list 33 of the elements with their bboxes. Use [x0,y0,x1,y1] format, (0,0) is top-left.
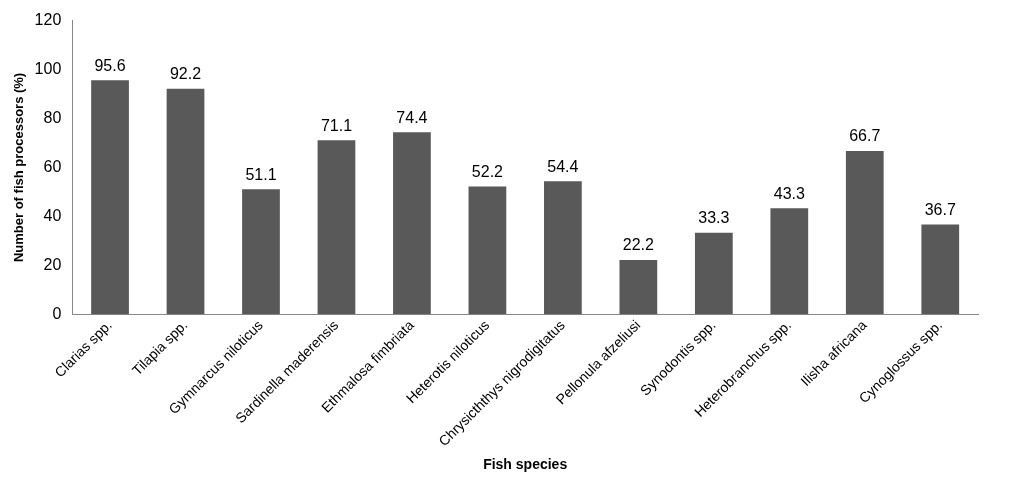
y-tick-label: 120 [34,11,62,29]
y-tick-label: 20 [43,255,62,273]
bar [544,181,582,315]
bar [91,80,129,315]
data-label: 22.2 [622,236,655,254]
data-label: 51.1 [245,165,277,183]
bar [770,208,809,315]
bar [393,132,431,315]
bar [242,189,280,315]
y-tick-label: 100 [34,59,62,77]
data-label: 54.4 [547,157,579,175]
y-tick-label: 60 [43,157,62,175]
data-label: 95.6 [94,56,126,74]
x-axis-title: Fish species [483,456,568,473]
data-label: 66.7 [849,127,881,145]
bar [845,151,884,315]
bar [166,88,205,315]
data-label: 43.3 [773,184,805,202]
bar [921,224,960,315]
data-label: 52.2 [471,162,504,180]
y-tick-label: 0 [52,304,62,322]
y-tick-label: 80 [43,108,62,126]
y-tick-label: 40 [43,206,62,224]
bar [619,259,658,315]
data-label: 71.1 [320,116,353,134]
bar [468,186,507,315]
bar [317,140,356,315]
data-label: 33.3 [698,209,730,227]
data-label: 36.7 [924,200,956,218]
data-label: 74.4 [396,108,428,126]
y-axis-title: Number of fish processors (%) [11,72,27,263]
bar [694,232,733,315]
data-label: 92.2 [169,65,202,83]
